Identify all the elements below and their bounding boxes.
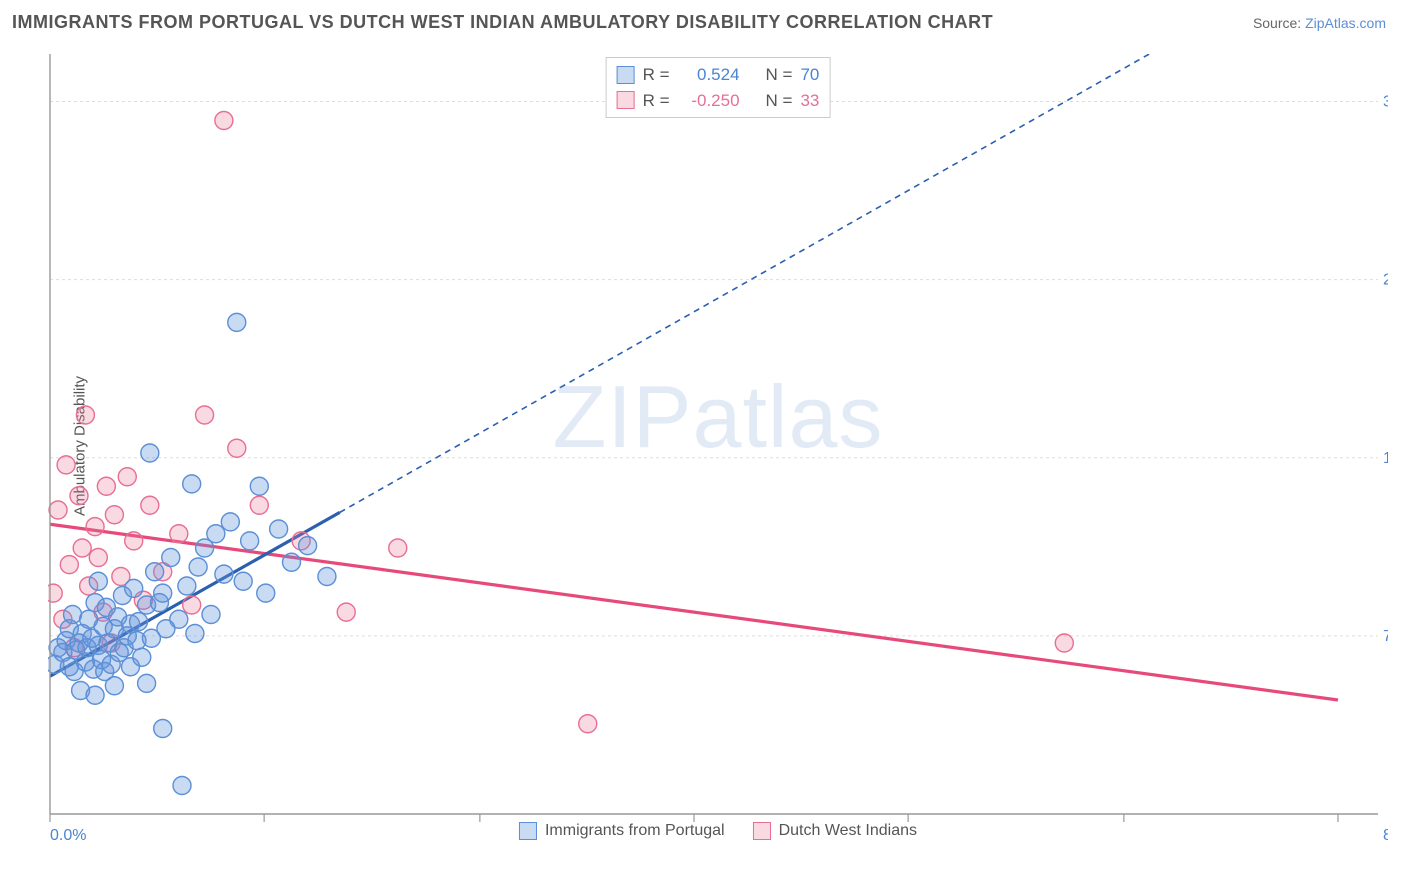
svg-text:30.0%: 30.0% — [1383, 94, 1388, 111]
r-value-blue: 0.524 — [678, 62, 740, 88]
n-label: N = — [766, 88, 793, 114]
source-attribution: Source: ZipAtlas.com — [1253, 15, 1386, 31]
swatch-pink-icon — [617, 91, 635, 109]
legend-item-pink: Dutch West Indians — [753, 822, 917, 840]
swatch-pink-icon — [753, 822, 771, 840]
chart-title: IMMIGRANTS FROM PORTUGAL VS DUTCH WEST I… — [12, 12, 993, 33]
svg-text:22.5%: 22.5% — [1383, 272, 1388, 289]
source-link[interactable]: ZipAtlas.com — [1305, 15, 1386, 31]
series-legend: Immigrants from Portugal Dutch West Indi… — [519, 822, 917, 840]
r-label: R = — [643, 88, 670, 114]
svg-text:80.0%: 80.0% — [1383, 827, 1388, 844]
chart-area: ZIPatlas 7.5%15.0%22.5%30.0%0.0%80.0% R … — [48, 54, 1388, 844]
r-value-pink: -0.250 — [678, 88, 740, 114]
stats-row-blue: R = 0.524 N = 70 — [617, 62, 820, 88]
swatch-blue-icon — [519, 822, 537, 840]
n-value-pink: 33 — [800, 88, 819, 114]
svg-text:15.0%: 15.0% — [1383, 450, 1388, 467]
legend-label-blue: Immigrants from Portugal — [545, 822, 725, 840]
r-label: R = — [643, 62, 670, 88]
stats-legend: R = 0.524 N = 70 R = -0.250 N = 33 — [606, 57, 831, 118]
source-prefix: Source: — [1253, 15, 1305, 31]
svg-text:0.0%: 0.0% — [50, 827, 86, 844]
stats-row-pink: R = -0.250 N = 33 — [617, 88, 820, 114]
legend-item-blue: Immigrants from Portugal — [519, 822, 725, 840]
legend-label-pink: Dutch West Indians — [779, 822, 917, 840]
swatch-blue-icon — [617, 66, 635, 84]
n-label: N = — [766, 62, 793, 88]
svg-text:7.5%: 7.5% — [1383, 628, 1388, 645]
scatter-chart: 7.5% 15.0% 22.5% 30.0% 0.0% 80.0% — [48, 54, 1388, 844]
n-value-blue: 70 — [800, 62, 819, 88]
